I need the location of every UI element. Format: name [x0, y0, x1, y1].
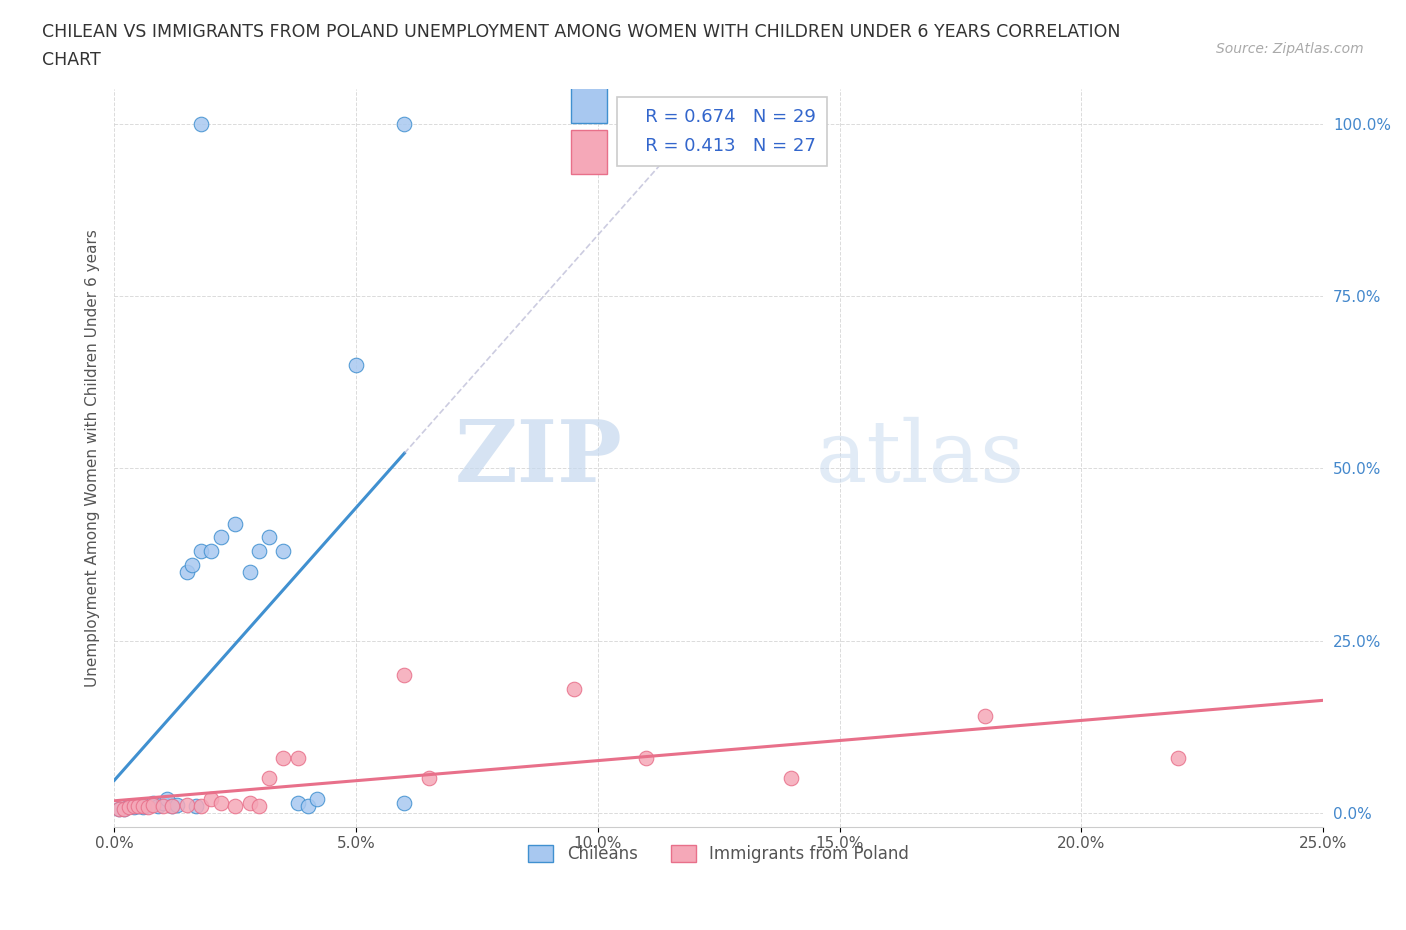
Point — [112, 802, 135, 817]
Point — [636, 751, 658, 765]
Text: CHART: CHART — [42, 51, 101, 69]
Point — [108, 802, 131, 817]
Point — [160, 799, 183, 814]
Point — [142, 795, 165, 810]
Point — [273, 544, 295, 559]
Point — [190, 116, 212, 131]
Point — [127, 799, 149, 814]
Point — [307, 791, 329, 806]
Point — [257, 771, 280, 786]
Point — [112, 802, 135, 817]
Point — [176, 797, 198, 812]
Point — [287, 751, 309, 765]
Legend: Chileans, Immigrants from Poland: Chileans, Immigrants from Poland — [522, 839, 915, 870]
Text: atlas: atlas — [815, 417, 1025, 499]
Point — [239, 795, 262, 810]
Point — [239, 565, 262, 579]
Point — [132, 799, 155, 814]
Point — [394, 116, 416, 131]
Point — [344, 358, 367, 373]
Point — [160, 799, 183, 814]
Point — [297, 799, 319, 814]
Point — [186, 799, 208, 814]
Point — [562, 682, 585, 697]
Point — [394, 668, 416, 683]
Point — [273, 751, 295, 765]
FancyBboxPatch shape — [571, 130, 607, 174]
Point — [132, 800, 155, 815]
Y-axis label: Unemployment Among Women with Children Under 6 years: Unemployment Among Women with Children U… — [86, 229, 100, 687]
Point — [118, 800, 141, 815]
Point — [122, 800, 145, 815]
Point — [200, 791, 222, 806]
Point — [108, 802, 131, 817]
Point — [118, 799, 141, 814]
Point — [166, 797, 188, 812]
Point — [127, 799, 149, 814]
Point — [122, 799, 145, 814]
Point — [146, 799, 169, 814]
Point — [780, 771, 803, 786]
Point — [190, 799, 212, 814]
Point — [247, 544, 270, 559]
Point — [973, 709, 995, 724]
Text: CHILEAN VS IMMIGRANTS FROM POLAND UNEMPLOYMENT AMONG WOMEN WITH CHILDREN UNDER 6: CHILEAN VS IMMIGRANTS FROM POLAND UNEMPL… — [42, 23, 1121, 41]
Point — [418, 771, 440, 786]
Point — [152, 795, 174, 810]
Point — [176, 565, 198, 579]
Point — [247, 799, 270, 814]
Point — [287, 795, 309, 810]
Point — [190, 544, 212, 559]
Point — [1167, 751, 1189, 765]
Point — [136, 797, 159, 812]
Point — [156, 791, 179, 806]
Text: Source: ZipAtlas.com: Source: ZipAtlas.com — [1216, 42, 1364, 56]
Point — [257, 530, 280, 545]
Point — [136, 800, 159, 815]
Point — [152, 799, 174, 814]
Point — [394, 795, 416, 810]
Point — [224, 799, 246, 814]
Point — [180, 557, 202, 572]
Point — [209, 530, 232, 545]
Point — [200, 544, 222, 559]
Text: R = 0.674   N = 29
   R = 0.413   N = 27: R = 0.674 N = 29 R = 0.413 N = 27 — [628, 108, 815, 155]
Point — [224, 516, 246, 531]
Point — [142, 797, 165, 812]
FancyBboxPatch shape — [571, 78, 607, 123]
Point — [209, 795, 232, 810]
Text: ZIP: ZIP — [454, 416, 621, 500]
